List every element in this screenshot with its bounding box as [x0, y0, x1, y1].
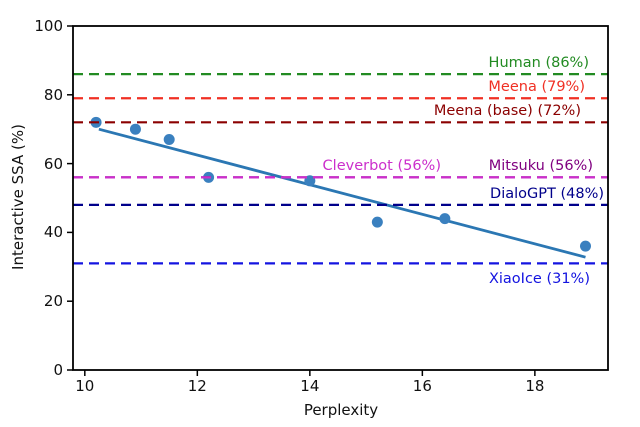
ref-line-label: Cleverbot (56%) [322, 158, 441, 175]
y-tick-label: 80 [43, 85, 63, 104]
ref-line-label: DialoGPT (48%) [490, 185, 604, 202]
data-point [579, 240, 591, 252]
ref-line-label: Mitsuku (56%) [488, 158, 593, 175]
ref-line-label: Human (86%) [488, 55, 589, 72]
x-axis-label: Perplexity [303, 401, 379, 419]
trend-line [98, 127, 586, 259]
data-point [439, 213, 451, 225]
x-tick-label: 12 [187, 377, 207, 395]
data-point [371, 216, 383, 228]
y-axis-label: Interactive SSA (%) [9, 124, 27, 270]
x-tick-label: 14 [300, 377, 320, 395]
y-tick-label: 40 [43, 223, 63, 242]
axes-box [72, 25, 609, 371]
y-tick-label: 100 [34, 17, 63, 35]
x-tick-label: 16 [412, 377, 432, 395]
ref-line-label: Meena (79%) [488, 79, 585, 96]
ref-line-label: XiaoIce (31%) [488, 271, 590, 288]
x-tick-label: 18 [525, 377, 545, 395]
data-point [304, 175, 316, 187]
data-point [163, 134, 175, 146]
ref-line-label: Meena (base) (72%) [433, 103, 581, 120]
y-tick-label: 20 [43, 292, 63, 311]
plot-area [67, 25, 609, 376]
y-tick-label: 60 [43, 154, 63, 173]
data-point [129, 123, 141, 135]
y-tick-label: 0 [53, 361, 63, 379]
x-tick-label: 10 [75, 377, 95, 395]
